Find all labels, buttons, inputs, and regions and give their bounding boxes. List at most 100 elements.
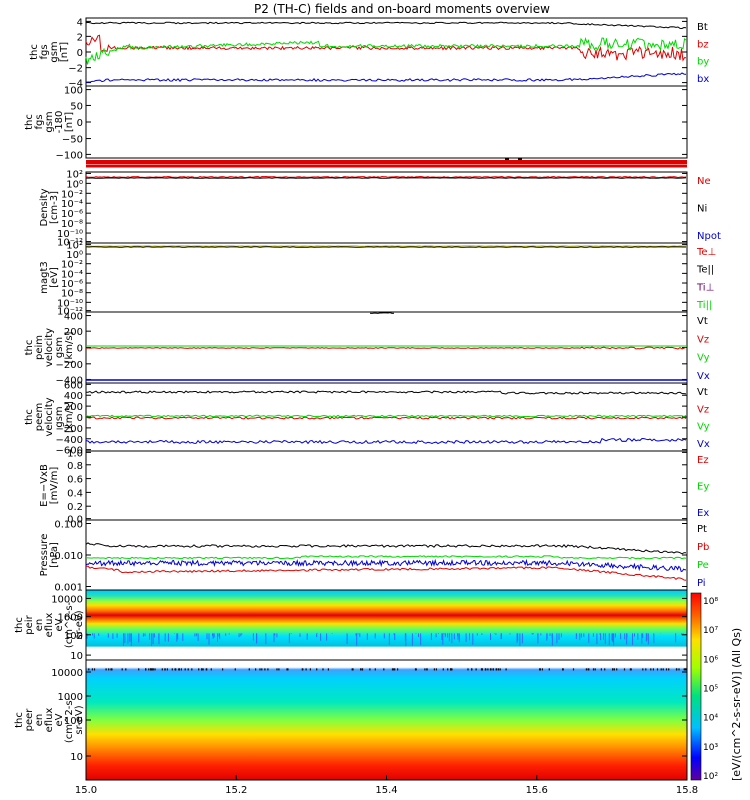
trace-Vy-e — [85, 414, 687, 418]
peir-speck — [608, 633, 610, 645]
peer-speck — [481, 668, 483, 671]
y-tick-label: 10⁻⁶ — [61, 279, 83, 290]
y-axis-label: [mV/m] — [49, 467, 60, 505]
colorbar-tick-label: 10⁵ — [703, 685, 718, 695]
legend-Vx: Vx — [697, 439, 710, 450]
trace-Vz-e — [85, 416, 687, 420]
peer-speck — [660, 668, 662, 671]
peer-speck — [650, 668, 652, 671]
peer-speck — [327, 668, 329, 671]
legend-Te||: Te|| — [696, 265, 714, 276]
y-axis-label: [nPa] — [49, 542, 60, 568]
peer-speck — [572, 668, 575, 671]
peer-speck — [592, 668, 595, 671]
colorbar-label: [eV/(cm^2-s-sr-eV)] (All Qs) — [730, 628, 743, 781]
x-tick-label: 15.0 — [75, 785, 97, 796]
y-axis-label: eflux — [44, 613, 55, 638]
peer-speck — [105, 668, 107, 671]
y-tick-label: 10² — [66, 169, 83, 180]
peir-speck — [158, 633, 160, 640]
peir-speck — [443, 633, 445, 635]
peir-speck — [546, 633, 548, 641]
peir-speck — [144, 633, 146, 637]
y-tick-label: 0.010 — [54, 551, 83, 562]
peir-speck — [521, 633, 523, 644]
y-tick-label: −400 — [56, 435, 83, 446]
colorbar-gradient — [690, 592, 702, 781]
peer-speck — [148, 668, 150, 671]
peer-speck — [394, 668, 396, 671]
peer-speck — [415, 668, 417, 671]
peer-speck — [150, 668, 152, 671]
y-tick-label: 0.2 — [67, 502, 83, 513]
y-axis-label: eV — [54, 713, 65, 726]
y-tick-label: 400 — [64, 312, 83, 323]
y-tick-label: 10⁻¹⁰ — [57, 229, 83, 240]
y-tick-label: −200 — [56, 360, 83, 371]
peer-speck — [248, 668, 250, 671]
peer-speck — [287, 668, 289, 671]
peir-speck — [579, 633, 581, 641]
peir-speck — [626, 633, 628, 638]
y-tick-label: 0.001 — [54, 583, 83, 594]
peer-speck — [309, 668, 311, 671]
y-tick-label: 10000 — [51, 668, 83, 679]
peir-speck — [613, 633, 615, 646]
peir-speck — [418, 633, 419, 637]
y-tick-label: 0 — [77, 413, 83, 424]
y-tick-label: 10 — [70, 651, 83, 662]
y-tick-label: −400 — [56, 375, 83, 386]
peir-speck — [575, 633, 577, 639]
peer-speck — [492, 668, 494, 671]
y-axis-label: gsm — [54, 337, 65, 358]
peir-speck — [681, 633, 683, 636]
peer-speck — [487, 668, 489, 671]
peir-speck — [509, 633, 511, 635]
panel-frame — [85, 450, 688, 521]
peir-speck — [238, 633, 240, 638]
trace-Vz — [85, 346, 687, 350]
peir-speck — [241, 633, 243, 635]
y-tick-label: 0.4 — [67, 488, 83, 499]
peir-speck — [240, 633, 242, 637]
peir-speck — [614, 633, 616, 638]
peer-speck — [623, 668, 626, 671]
peir-speck — [637, 633, 639, 640]
peer-speck — [475, 668, 477, 671]
peir-speck — [213, 633, 215, 638]
peir-speck — [430, 633, 432, 641]
y-axis-label: [km/s] — [64, 331, 75, 363]
peer-speck — [286, 668, 288, 671]
peir-speck — [540, 633, 542, 636]
peer-speck — [352, 668, 354, 671]
peir-speck — [532, 633, 534, 635]
peir-speck — [448, 633, 450, 642]
peir-speck — [435, 633, 437, 638]
peir-speck — [225, 633, 227, 636]
peer-speck — [467, 668, 469, 671]
peir-speck — [276, 633, 278, 638]
y-axis-label: thc — [14, 617, 25, 633]
y-tick-label: 1.0 — [67, 448, 83, 459]
peer-speck — [91, 668, 93, 671]
trace-by — [85, 37, 687, 65]
peir-speck — [612, 633, 614, 643]
peir-speck — [556, 633, 558, 644]
y-tick-label: 600 — [64, 380, 83, 391]
colorbar: 10² 10³ 10⁴ 10⁵ 10⁶ 10⁷ 10⁸ [eV/(cm^2-s-sr-eV)… — [690, 592, 743, 782]
peer-speck — [198, 668, 200, 671]
y-axis-label: en — [34, 714, 45, 727]
peir-speck — [626, 633, 628, 645]
peer-speck — [161, 668, 163, 671]
y-axis-label: peir — [24, 614, 35, 634]
y-axis-label: thc — [24, 114, 35, 130]
peer-speck — [426, 668, 428, 671]
peer-speck — [369, 668, 371, 671]
peir-speck — [265, 633, 267, 644]
legend-Pe: Pe — [697, 560, 709, 571]
peer-speck — [110, 668, 112, 671]
peir-speck — [388, 633, 390, 645]
legend-Ne: Ne — [697, 176, 711, 187]
peir-speck — [632, 633, 633, 646]
